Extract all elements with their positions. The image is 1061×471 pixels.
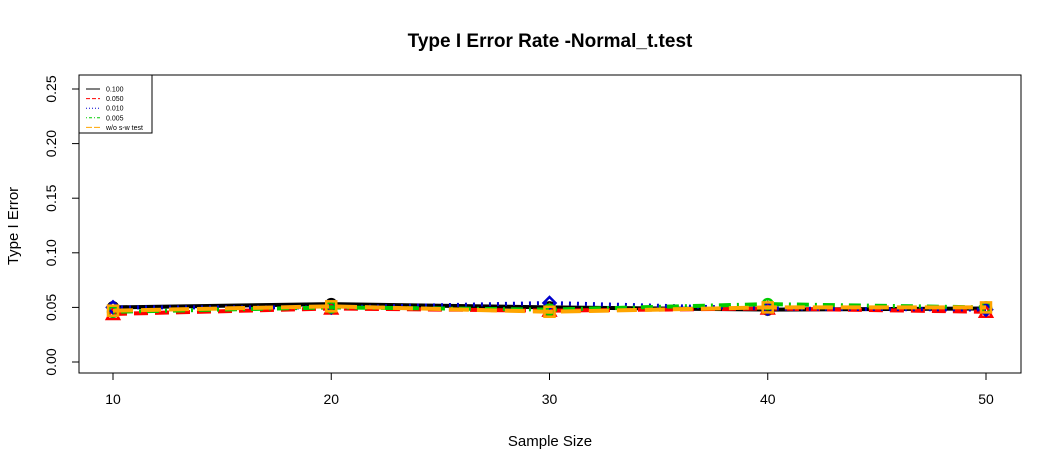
series-0-050-point [104, 305, 122, 321]
legend-label-0-005: 0.005 [106, 115, 124, 122]
y-tick-label: 0.00 [43, 348, 59, 375]
series-layer [104, 295, 995, 321]
legend-label-0-100: 0.100 [106, 87, 124, 94]
y-tick-label: 0.05 [43, 294, 59, 321]
series-0-050-line [112, 306, 987, 316]
series-w-o-s-w-test-line [112, 304, 986, 314]
series-w-o-s-w-test-point [106, 304, 120, 317]
plot-area [78, 74, 1022, 374]
series-w-o-s-w-test-point [761, 301, 774, 314]
legend-box [78, 74, 153, 134]
series-w-o-s-w-test-point [979, 301, 993, 314]
series-0-010-point [541, 295, 558, 311]
chart-title: Type I Error Rate -Normal_t.test [408, 31, 693, 52]
legend: 0.100 0.050 0.010 0.005 w/o s-w test [78, 74, 153, 134]
x-tick-label: 30 [542, 391, 558, 407]
y-axis-label: Type I Error [5, 187, 22, 265]
series-w-o-s-w-test-point [325, 300, 338, 313]
legend-label-0-050: 0.050 [106, 96, 124, 103]
x-tick-label: 10 [105, 391, 121, 407]
y-tick-label: 0.20 [43, 130, 59, 157]
series-w-o-s-w-test-point [543, 305, 556, 319]
y-axis: 0.00 0.05 0.10 0.15 0.20 0.25 [43, 75, 80, 376]
y-tick-label: 0.10 [43, 239, 59, 266]
series-w-o-s-w-test [106, 300, 993, 319]
legend-label-0-010: 0.010 [106, 106, 124, 113]
x-tick-label: 20 [323, 391, 339, 407]
legend-label-w-o-s-w-test: w/o s-w test [105, 125, 143, 132]
x-tick-label: 40 [760, 391, 776, 407]
x-axis: 10 20 30 40 50 [105, 372, 994, 407]
x-tick-label: 50 [978, 391, 994, 407]
y-tick-label: 0.15 [43, 184, 59, 211]
y-tick-label: 0.25 [43, 75, 59, 102]
x-axis-label: Sample Size [508, 433, 592, 450]
